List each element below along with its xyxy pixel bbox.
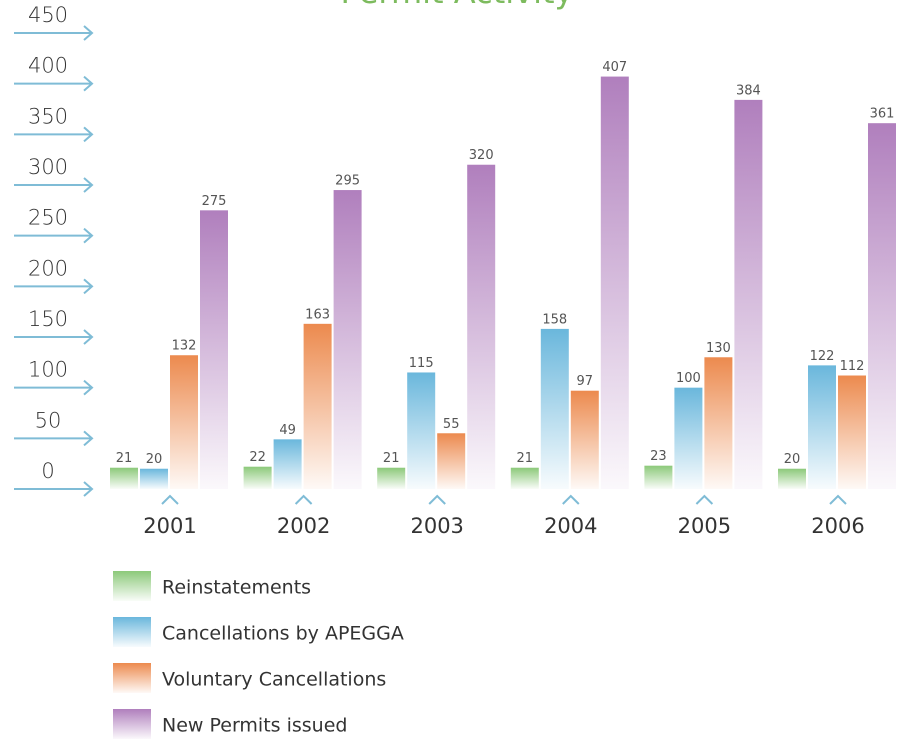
bar — [778, 468, 806, 489]
y-tick-label: 0 — [41, 459, 54, 483]
x-tick-label: 2005 — [678, 514, 731, 538]
y-tick-label: 400 — [28, 54, 68, 78]
bar — [510, 467, 539, 489]
legend-swatch — [113, 571, 151, 601]
y-tick-label: 100 — [28, 358, 68, 382]
value-label: 20 — [784, 452, 801, 467]
bar — [437, 433, 466, 489]
value-label: 21 — [383, 451, 400, 466]
arrow-head — [83, 177, 94, 193]
y-tick-label: 250 — [28, 206, 68, 230]
legend-label: Cancellations by APEGGA — [162, 623, 404, 645]
arrow-head — [83, 481, 94, 497]
x-tick-label: 2004 — [544, 514, 597, 538]
arrow-head — [83, 278, 94, 295]
y-tick-label: 300 — [28, 155, 68, 179]
value-label: 115 — [409, 356, 434, 371]
category-caret — [695, 494, 714, 505]
arrow-head — [83, 329, 94, 345]
bar — [808, 365, 836, 489]
x-tick-label: 2006 — [811, 514, 864, 538]
bar — [110, 467, 138, 489]
bar — [170, 355, 198, 489]
arrow-head — [83, 227, 94, 244]
bar — [467, 164, 496, 489]
bar — [600, 76, 629, 489]
value-label: 361 — [870, 107, 895, 122]
value-label: 320 — [469, 148, 494, 163]
arrow-head — [83, 379, 94, 396]
value-label: 275 — [202, 194, 227, 209]
x-tick-label: 2002 — [277, 514, 330, 538]
legend-label: New Permits issued — [162, 715, 347, 737]
value-label: 20 — [146, 452, 163, 467]
legend-swatch — [113, 709, 151, 739]
bar — [674, 387, 703, 489]
bar — [243, 466, 272, 489]
bar — [570, 390, 599, 489]
arrow-head — [83, 75, 94, 92]
y-tick-label: 450 — [28, 3, 68, 27]
legend-label: Reinstatements — [162, 577, 311, 599]
y-tick-label: 350 — [28, 104, 68, 128]
bar — [734, 99, 763, 489]
value-label: 163 — [305, 307, 330, 322]
bar — [377, 467, 406, 489]
value-label: 23 — [650, 449, 667, 464]
value-label: 158 — [542, 312, 567, 327]
legend-swatch — [113, 617, 151, 647]
category-caret — [161, 494, 179, 505]
bar — [303, 323, 332, 489]
bar — [333, 190, 362, 490]
bar — [200, 210, 228, 490]
value-label: 132 — [172, 339, 197, 354]
bar — [540, 328, 569, 489]
value-label: 21 — [517, 451, 534, 466]
value-label: 130 — [706, 341, 731, 356]
category-caret — [562, 494, 580, 505]
arrow-head — [83, 430, 94, 447]
category-caret — [829, 494, 847, 505]
value-label: 384 — [736, 83, 761, 98]
value-label: 112 — [840, 359, 865, 374]
value-label: 295 — [335, 174, 360, 189]
legend-swatch — [113, 663, 151, 693]
category-caret — [294, 494, 313, 505]
value-label: 49 — [279, 423, 296, 438]
arrow-head — [83, 25, 94, 41]
value-label: 100 — [676, 371, 701, 386]
bar — [140, 468, 168, 489]
value-label: 97 — [577, 374, 594, 389]
bar — [407, 372, 436, 489]
y-tick-label: 200 — [28, 256, 68, 280]
value-label: 55 — [443, 417, 460, 432]
bar — [273, 439, 302, 489]
y-tick-label: 50 — [35, 408, 62, 432]
value-label: 22 — [249, 450, 266, 465]
bar — [838, 375, 866, 489]
x-tick-label: 2003 — [410, 514, 463, 538]
value-label: 407 — [602, 60, 627, 75]
x-tick-label: 2001 — [143, 514, 196, 538]
value-label: 122 — [810, 349, 835, 364]
arrow-head — [83, 126, 94, 143]
bar — [704, 357, 733, 489]
bar — [644, 465, 673, 489]
chart-title: Permit Activity — [341, 0, 574, 11]
legend-label: Voluntary Cancellations — [162, 669, 386, 691]
y-tick-label: 150 — [28, 307, 68, 331]
bar — [868, 123, 896, 489]
value-label: 21 — [116, 451, 133, 466]
category-caret — [428, 494, 446, 505]
